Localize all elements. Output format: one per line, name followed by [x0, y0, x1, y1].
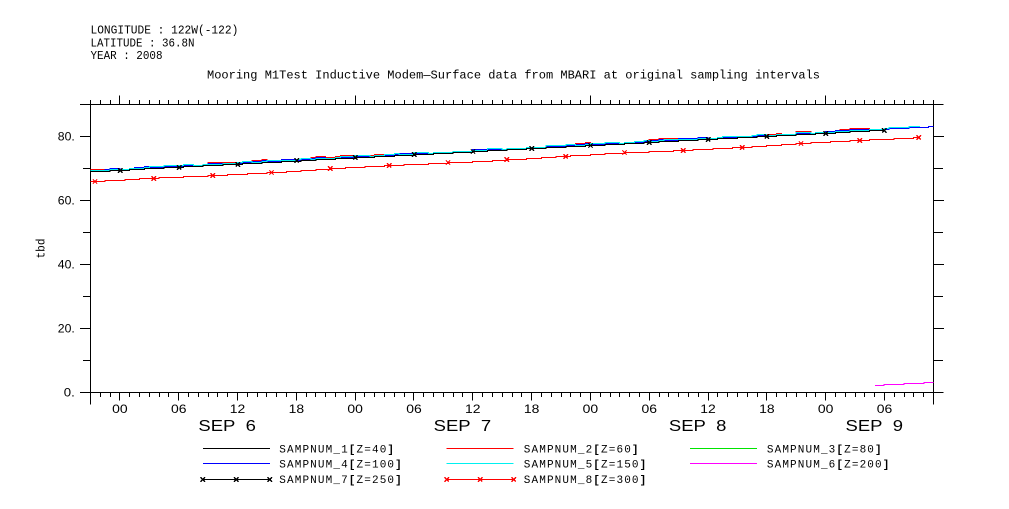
- svg-text:SAMPNUM_1[Z=40]: SAMPNUM_1[Z=40]: [279, 444, 395, 456]
- svg-text:SAMPNUM_6[Z=200]: SAMPNUM_6[Z=200]: [767, 460, 891, 472]
- svg-text:60.: 60.: [58, 194, 75, 208]
- svg-text:SEP 9: SEP 9: [846, 418, 904, 435]
- svg-text:SAMPNUM_4[Z=100]: SAMPNUM_4[Z=100]: [279, 460, 403, 472]
- svg-text:12: 12: [700, 402, 716, 416]
- svg-text:06: 06: [641, 402, 657, 416]
- svg-text:0.: 0.: [64, 386, 75, 400]
- svg-text:06: 06: [406, 402, 422, 416]
- svg-text:40.: 40.: [58, 258, 75, 272]
- svg-text:SAMPNUM_2[Z=60]: SAMPNUM_2[Z=60]: [524, 444, 640, 456]
- svg-text:06: 06: [877, 402, 893, 416]
- svg-text:SEP 6: SEP 6: [198, 418, 256, 435]
- svg-text:18: 18: [759, 402, 775, 416]
- svg-text:SAMPNUM_3[Z=80]: SAMPNUM_3[Z=80]: [767, 444, 883, 456]
- svg-text:LONGITUDE : 122W(-122): LONGITUDE : 122W(-122): [91, 25, 239, 38]
- svg-text:SEP 8: SEP 8: [669, 418, 727, 435]
- svg-text:00: 00: [583, 402, 599, 416]
- svg-text:YEAR : 2008: YEAR : 2008: [91, 50, 163, 63]
- svg-text:18: 18: [289, 402, 305, 416]
- svg-text:20.: 20.: [58, 322, 75, 336]
- svg-text:SEP 7: SEP 7: [434, 418, 492, 435]
- svg-text:18: 18: [524, 402, 540, 416]
- svg-text:LATITUDE : 36.8N: LATITUDE : 36.8N: [91, 37, 195, 50]
- svg-text:00: 00: [347, 402, 363, 416]
- svg-text:12: 12: [230, 402, 246, 416]
- svg-text:Mooring M1Test Inductive Modem: Mooring M1Test Inductive Modem—Surface d…: [207, 68, 820, 82]
- svg-text:00: 00: [112, 402, 128, 416]
- svg-text:SAMPNUM_5[Z=150]: SAMPNUM_5[Z=150]: [524, 460, 648, 472]
- svg-text:SAMPNUM_7[Z=250]: SAMPNUM_7[Z=250]: [279, 475, 403, 487]
- svg-text:12: 12: [465, 402, 481, 416]
- svg-text:tbd: tbd: [36, 239, 49, 259]
- svg-text:80.: 80.: [58, 130, 75, 144]
- svg-text:SAMPNUM_8[Z=300]: SAMPNUM_8[Z=300]: [524, 475, 648, 487]
- svg-text:06: 06: [171, 402, 187, 416]
- svg-text:00: 00: [818, 402, 834, 416]
